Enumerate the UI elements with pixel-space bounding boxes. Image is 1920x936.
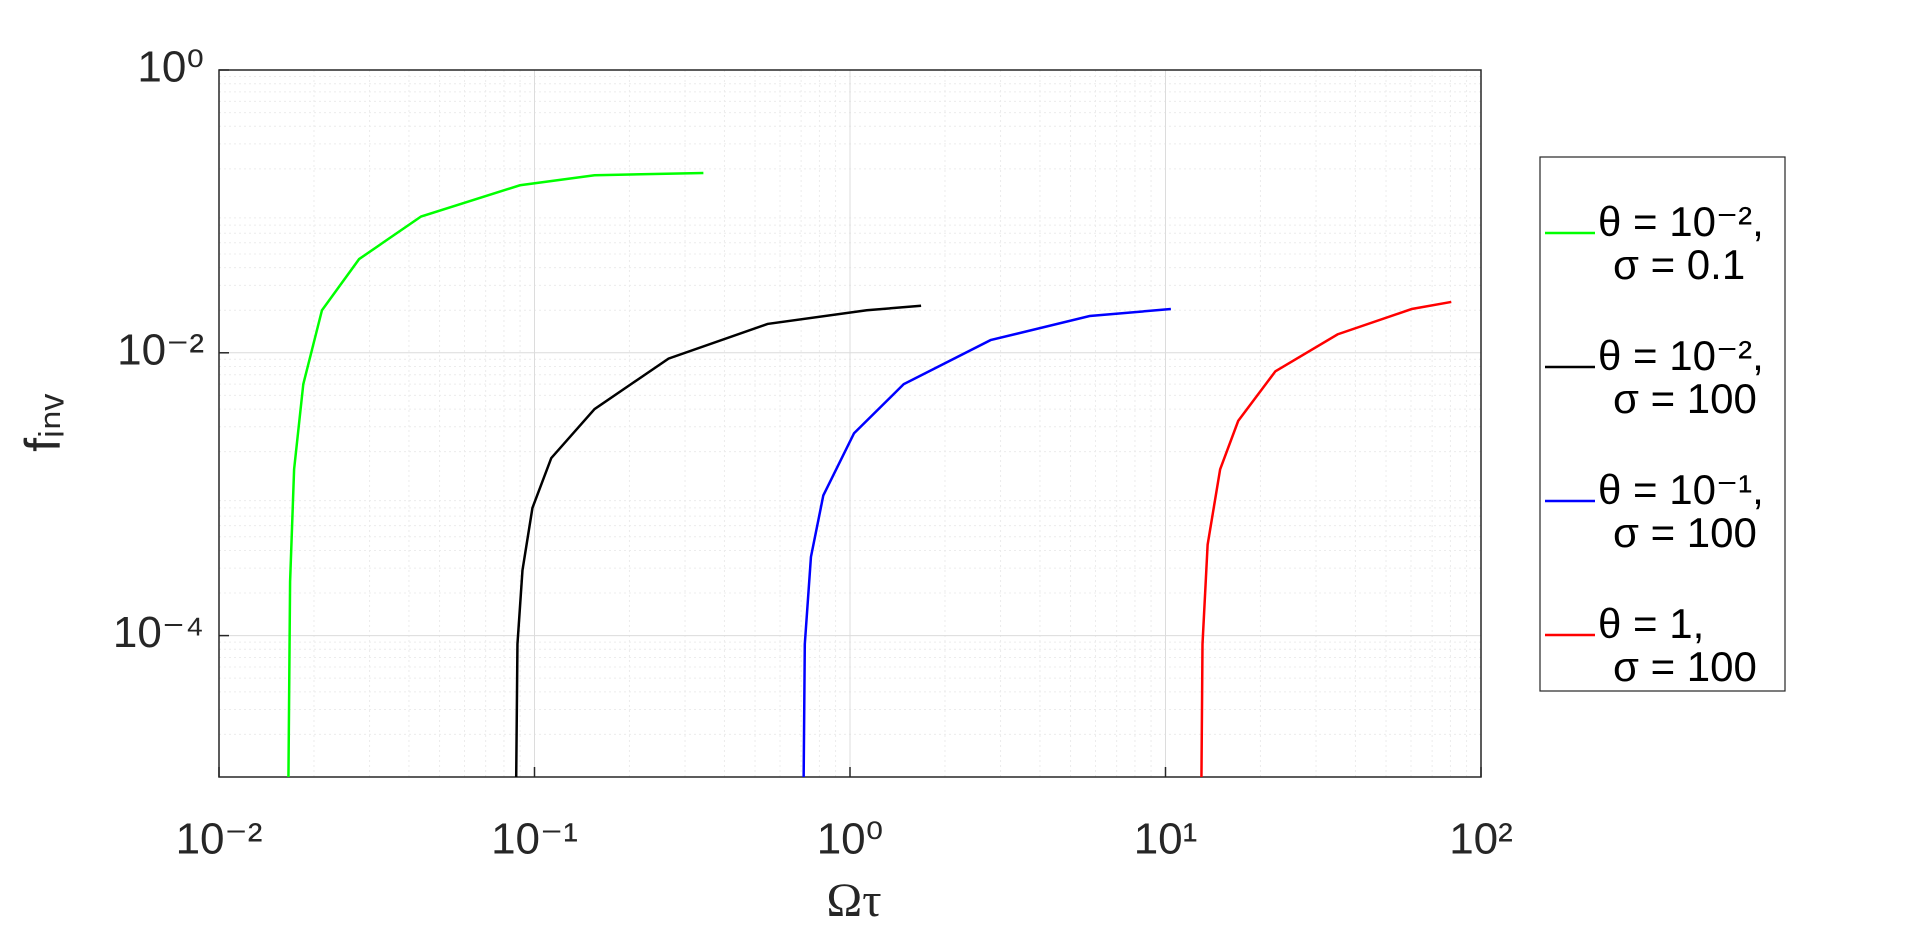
x-tick-label: 10¹ bbox=[1134, 815, 1198, 864]
series-line bbox=[514, 304, 922, 778]
series-line bbox=[802, 307, 1171, 778]
y-tick-label: 10⁰ bbox=[137, 43, 204, 92]
legend-label: θ = 10⁻², σ = 0.1 bbox=[1598, 198, 1764, 288]
y-tick-label: 10⁻⁴ bbox=[113, 608, 204, 657]
x-tick-label: 10² bbox=[1449, 815, 1513, 864]
series-line bbox=[287, 171, 704, 778]
x-tick-label: 10⁻² bbox=[176, 815, 263, 864]
legend-label: θ = 1, σ = 100 bbox=[1598, 600, 1757, 690]
legend-box bbox=[1539, 156, 1786, 692]
axes-box bbox=[218, 69, 1482, 778]
plot-area bbox=[218, 69, 1482, 778]
y-tick-label: 10⁻² bbox=[117, 325, 204, 374]
series-line bbox=[1200, 300, 1452, 778]
y-axis-label: fᵢₙᵥ bbox=[15, 393, 71, 452]
x-tick-label: 10⁻¹ bbox=[491, 815, 578, 864]
x-tick-label: 10⁰ bbox=[817, 815, 884, 864]
legend-label: θ = 10⁻¹, σ = 100 bbox=[1598, 466, 1764, 556]
legend-label: θ = 10⁻², σ = 100 bbox=[1598, 332, 1764, 422]
x-axis-label: Ωτ bbox=[827, 874, 882, 927]
